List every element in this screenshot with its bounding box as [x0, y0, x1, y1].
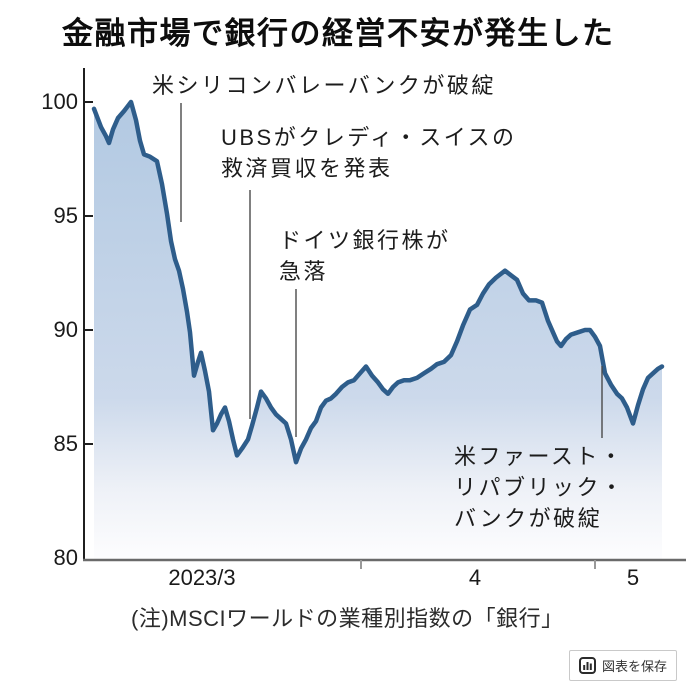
x-axis-label-march: 2023/3 [168, 565, 236, 590]
annotation-svb-collapse: 米シリコンバレーバンクが破綻 [152, 70, 496, 101]
save-chart-label: 図表を保存 [602, 659, 668, 674]
annotation-line: リパブリック・ [454, 475, 626, 500]
annotation-line: 米シリコンバレーバンクが破綻 [152, 73, 496, 98]
annotation-line: 急落 [279, 259, 329, 284]
annotation-line: 米ファースト・ [454, 444, 625, 469]
annotation-deutsche-bank: ドイツ銀行株が 急落 [279, 225, 451, 287]
y-axis-label-100: 100 [41, 89, 78, 114]
y-axis-label-95: 95 [53, 203, 78, 228]
area-fill [94, 102, 662, 559]
annotation-line: 救済買収を発表 [221, 156, 393, 181]
y-axis-label-90: 90 [53, 317, 78, 342]
annotation-line: バンクが破綻 [454, 506, 603, 531]
annotation-first-republic: 米ファースト・ リパブリック・ バンクが破綻 [454, 441, 625, 534]
bar-chart-icon [579, 657, 596, 674]
save-chart-button[interactable]: 図表を保存 [569, 650, 678, 681]
chart-title: 金融市場で銀行の経営不安が発生した [62, 16, 615, 51]
annotation-line: ドイツ銀行株が [279, 228, 451, 253]
y-axis-label-85: 85 [53, 431, 78, 456]
x-axis-label-may: 5 [626, 565, 640, 590]
x-axis-label-april: 4 [468, 565, 482, 590]
y-axis-label-80: 80 [53, 545, 78, 570]
annotation-ubs-credit-suisse: UBSがクレディ・スイスの 救済買収を発表 [221, 122, 517, 184]
index-line [91, 99, 665, 465]
source-note: (注)MSCIワールドの業種別指数の「銀行」 [131, 606, 564, 631]
annotation-line: UBSがクレディ・スイスの [221, 125, 517, 150]
